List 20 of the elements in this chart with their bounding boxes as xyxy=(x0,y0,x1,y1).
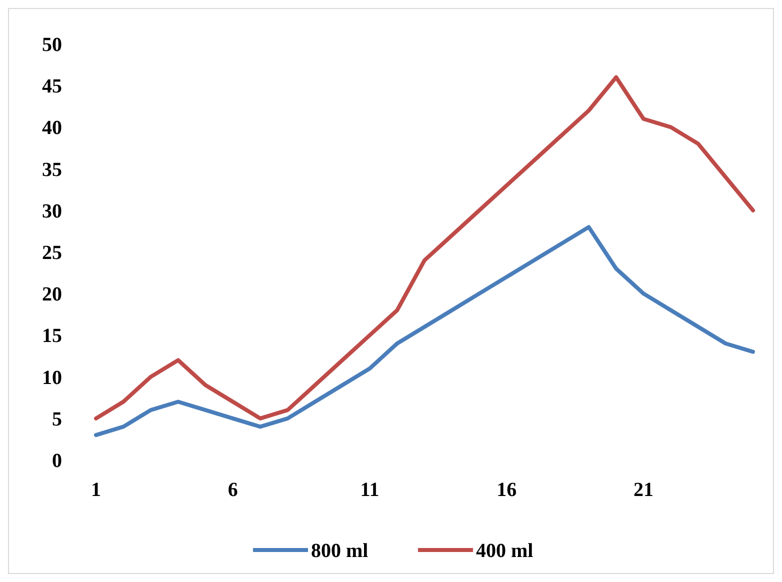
line-series xyxy=(94,75,755,420)
y-tick-label: 50 xyxy=(42,34,62,56)
legend-label: 400 ml xyxy=(476,540,534,562)
y-tick-label: 25 xyxy=(42,242,62,264)
y-tick-label: 20 xyxy=(42,284,62,306)
x-tick-label: 6 xyxy=(228,479,238,502)
line-series xyxy=(94,225,755,438)
y-tick-label: 0 xyxy=(52,450,62,472)
y-tick-label: 35 xyxy=(42,158,62,181)
x-tick-label: 1 xyxy=(91,479,101,502)
x-tick-label: 16 xyxy=(496,479,517,502)
y-tick-label: 40 xyxy=(42,117,62,140)
legend-label: 800 ml xyxy=(311,540,369,562)
y-tick-label: 15 xyxy=(42,325,62,348)
y-tick-label: 45 xyxy=(42,76,62,98)
y-tick-label: 10 xyxy=(42,366,62,389)
x-tick-label: 11 xyxy=(360,479,380,502)
y-tick-label: 5 xyxy=(52,408,62,430)
x-tick-label: 21 xyxy=(634,479,654,502)
y-tick-label: 30 xyxy=(42,200,62,222)
